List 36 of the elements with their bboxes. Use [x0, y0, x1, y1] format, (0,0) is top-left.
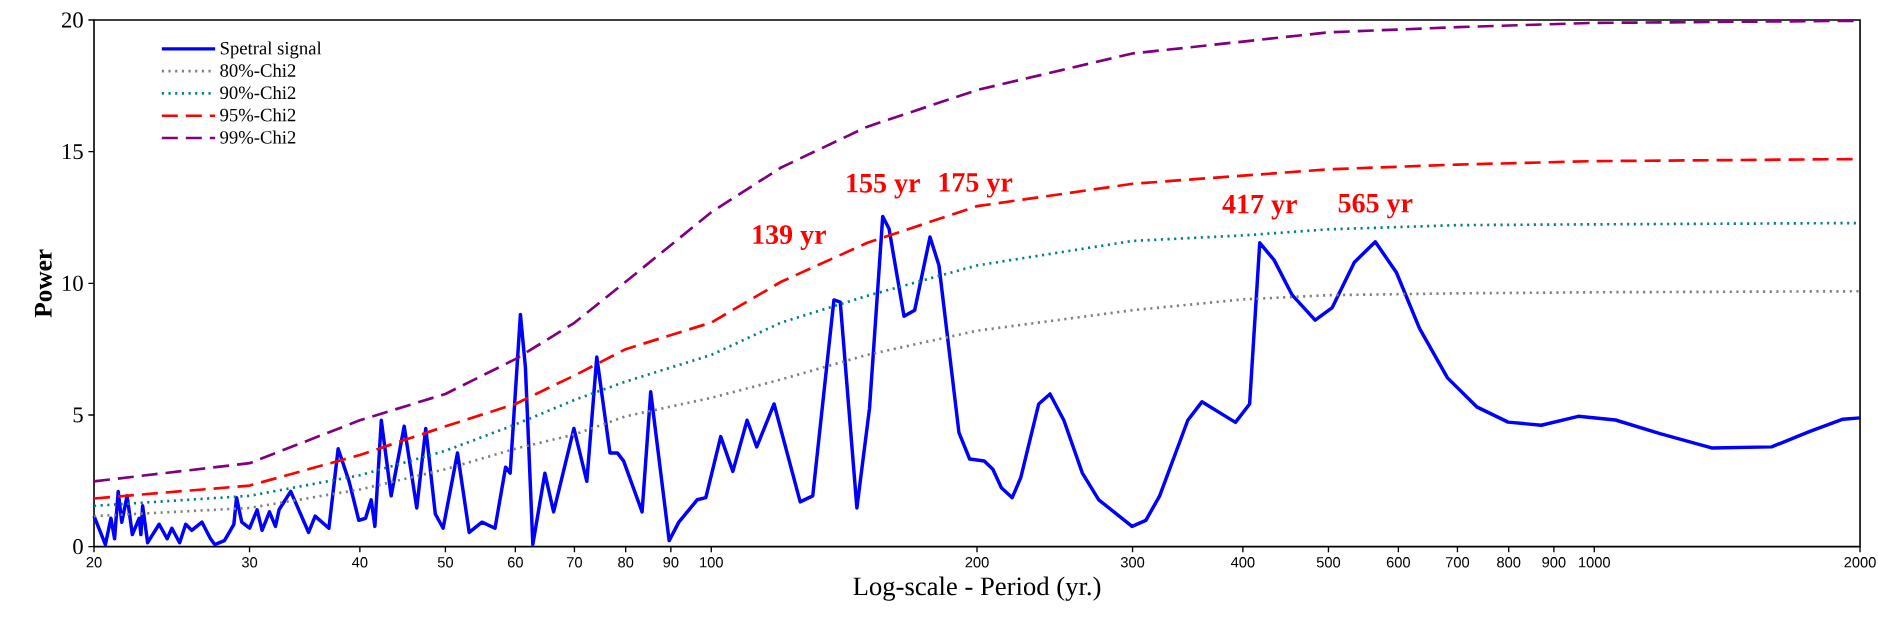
x-tick-label: 2000 — [1844, 557, 1876, 568]
x-tick-label: 30 — [241, 557, 258, 568]
legend-label: 80%-Chi2 — [220, 63, 296, 77]
y-tick-label: 0 — [73, 539, 83, 555]
x-tick-label: 1000 — [1579, 557, 1610, 568]
legend-label: 99%-Chi2 — [220, 130, 296, 144]
x-tick-label: 300 — [1120, 557, 1145, 568]
y-tick-label: 5 — [73, 407, 83, 423]
y-tick-label: 15 — [62, 144, 83, 160]
annotation: 139 yr — [753, 225, 826, 250]
annotation: 155 yr — [847, 173, 920, 199]
y-tick-label: 10 — [62, 275, 83, 291]
legend-label: 95%-Chi2 — [220, 108, 296, 122]
x-tick-label: 100 — [700, 557, 723, 568]
y-axis-title: Power — [34, 249, 52, 318]
annotation: 417 yr — [1222, 194, 1297, 220]
x-tick-label: 60 — [507, 557, 523, 568]
annotation: 565 yr — [1338, 193, 1413, 219]
x-tick-label: 40 — [352, 557, 368, 568]
x-tick-label: 70 — [567, 557, 582, 568]
x-tick-label: 800 — [1497, 557, 1521, 568]
x-axis-title: Log-scale - Period (yr.) — [853, 576, 1101, 601]
x-tick-label: 50 — [437, 557, 453, 568]
legend-label: Spetral signal — [220, 41, 322, 59]
x-tick-label: 20 — [86, 557, 102, 568]
annotation: 175 yr — [939, 173, 1013, 198]
x-tick-label: 600 — [1386, 557, 1410, 568]
x-tick-label: 400 — [1230, 557, 1255, 568]
x-tick-label: 900 — [1542, 557, 1566, 568]
x-tick-label: 500 — [1316, 557, 1341, 568]
x-tick-label: 700 — [1445, 557, 1470, 568]
x-tick-label: 200 — [965, 557, 989, 568]
y-tick-label: 20 — [62, 12, 83, 28]
x-tick-label: 80 — [618, 557, 634, 568]
legend-label: 90%-Chi2 — [220, 85, 296, 100]
x-tick-label: 90 — [663, 557, 679, 568]
